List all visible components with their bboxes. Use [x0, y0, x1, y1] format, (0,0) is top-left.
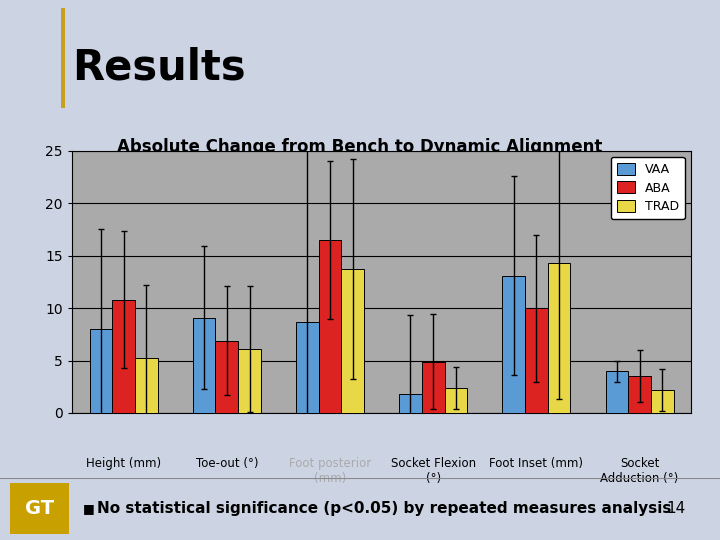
Text: ■: ■ — [83, 502, 94, 516]
Text: Foot posterior
(mm): Foot posterior (mm) — [289, 457, 371, 485]
Text: No statistical significance (p<0.05) by repeated measures analysis: No statistical significance (p<0.05) by … — [97, 502, 672, 516]
Bar — [606, 371, 629, 413]
Bar — [341, 269, 364, 413]
Bar — [319, 240, 341, 413]
Bar — [444, 388, 467, 413]
Legend: VAA, ABA, TRAD: VAA, ABA, TRAD — [611, 157, 685, 219]
Bar — [112, 300, 135, 413]
Text: Foot Inset (mm): Foot Inset (mm) — [490, 457, 583, 470]
Bar — [422, 362, 444, 413]
Bar — [399, 394, 422, 413]
Bar — [89, 329, 112, 413]
Bar — [503, 275, 525, 413]
Bar — [651, 390, 674, 413]
Bar — [61, 8, 65, 108]
Bar — [135, 359, 158, 413]
Bar — [629, 376, 651, 413]
Text: Results: Results — [72, 46, 246, 89]
Bar — [525, 308, 548, 413]
Bar — [193, 318, 215, 413]
Text: Toe-out (°): Toe-out (°) — [196, 457, 258, 470]
Text: Absolute Change from Bench to Dynamic Alignment: Absolute Change from Bench to Dynamic Al… — [117, 138, 603, 156]
Bar — [238, 349, 261, 413]
Text: 14: 14 — [666, 502, 685, 516]
Bar — [548, 263, 570, 413]
Text: GT: GT — [25, 500, 54, 518]
Text: Socket Flexion
(°): Socket Flexion (°) — [391, 457, 476, 485]
Bar — [215, 341, 238, 413]
Bar — [296, 322, 319, 413]
Text: Socket
Adduction (°): Socket Adduction (°) — [600, 457, 679, 485]
Text: Height (mm): Height (mm) — [86, 457, 161, 470]
